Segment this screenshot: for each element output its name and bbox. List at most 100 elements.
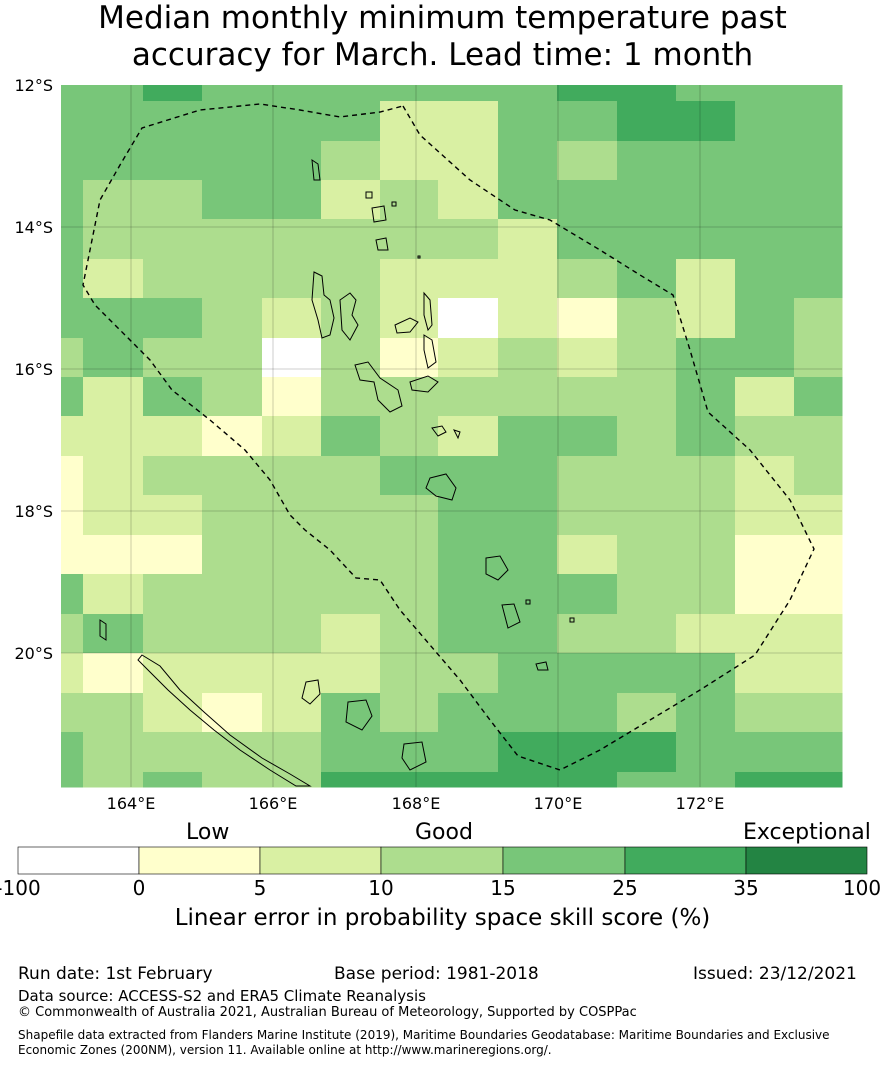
grid-cell [498, 85, 558, 102]
colorbar-segment [138, 846, 261, 875]
colorbar-category-exceptional: Exceptional [743, 820, 871, 845]
grid-cell [202, 693, 263, 733]
island-banks-2 [375, 237, 389, 251]
grid-cell [202, 614, 263, 654]
grid-cell [262, 85, 322, 102]
grid-cell [617, 772, 677, 788]
grid-cell [735, 653, 795, 694]
grid-cell [617, 693, 677, 733]
grid-cell [498, 416, 558, 457]
grid-cell [262, 772, 322, 788]
grid-cell [557, 180, 618, 220]
colorbar-tick: 5 [253, 876, 267, 900]
grid-cell [321, 535, 381, 575]
grid-cell [498, 574, 558, 615]
grid-cell [617, 219, 677, 260]
grid-cell [676, 693, 736, 733]
island-erromango [485, 555, 509, 581]
grid-cell [735, 495, 795, 536]
grid-cell [794, 141, 843, 181]
grid-cell [61, 732, 84, 773]
grid-cell [735, 85, 795, 102]
grid-cell [676, 85, 736, 102]
grid-cell [83, 535, 144, 575]
shapefile-credit-line-1: Shapefile data extracted from Flanders M… [18, 1028, 830, 1042]
grid-cell [794, 653, 843, 694]
island-small-2 [391, 201, 397, 207]
grid-cell [735, 141, 795, 181]
copyright-notice: © Commonwealth of Australia 2021, Austra… [18, 1005, 637, 1020]
colorbar-tick: 10 [368, 876, 394, 900]
island-ambae [394, 317, 419, 334]
grid-cell [617, 416, 677, 457]
colorbar-tick: 15 [490, 876, 516, 900]
grid-cell [735, 180, 795, 220]
grid-cell [262, 180, 322, 220]
issued-date: Issued: 23/12/2021 [693, 964, 857, 984]
grid-cell [794, 614, 843, 654]
grid-cell [676, 259, 736, 299]
map-title-line-1: Median monthly minimum temperature past [98, 0, 787, 36]
grid-cell [202, 574, 263, 615]
grid-cell [61, 574, 84, 615]
grid-cell [617, 180, 677, 220]
grid-cell [794, 338, 843, 378]
grid-cell [498, 377, 558, 417]
grid-cell [61, 535, 84, 575]
grid-cell [143, 338, 203, 378]
island-lifou [345, 699, 373, 731]
grid-cell [438, 456, 499, 496]
island-small-5 [525, 599, 531, 605]
island-small-3 [417, 255, 421, 259]
grid-cell [498, 693, 558, 733]
grid-cell [61, 693, 84, 733]
colorbar-segment [259, 846, 382, 875]
grid-cell [321, 772, 381, 788]
grid-cell [676, 653, 736, 694]
colorbar-segment [624, 846, 747, 875]
grid-cell [143, 298, 203, 339]
grid-cell [143, 85, 203, 102]
colorbar-tick: 25 [612, 876, 638, 900]
island-small-4 [453, 429, 461, 440]
eez-boundary [82, 103, 815, 771]
grid-cell [676, 180, 736, 220]
grid-cell [143, 772, 203, 788]
grid-cell [143, 219, 203, 260]
grid-cell [438, 298, 499, 339]
grid-cell [676, 416, 736, 457]
data-source: Data source: ACCESS-S2 and ERA5 Climate … [18, 987, 426, 1005]
grid-cell [617, 653, 677, 694]
grid-cell [143, 259, 203, 299]
grid-cell [617, 259, 677, 299]
colorbar-label: Linear error in probability space skill … [174, 905, 711, 931]
grid-cell [262, 456, 322, 496]
grid-cell [438, 732, 499, 773]
grid-cell [262, 219, 322, 260]
island-maewo [423, 291, 433, 332]
grid-cell [380, 456, 439, 496]
grid-cell [321, 219, 381, 260]
grid-cell [262, 377, 322, 417]
grid-cell [143, 614, 203, 654]
colorbar [17, 846, 868, 875]
island-malekula [354, 361, 403, 413]
grid-cell [735, 693, 795, 733]
grid-cell [61, 456, 84, 496]
island-torres [311, 158, 321, 181]
grid-cell [498, 495, 558, 536]
grid-cell [676, 614, 736, 654]
grid-cell [61, 219, 84, 260]
grid-cell [735, 456, 795, 496]
grid-cell [735, 732, 795, 773]
grid-cell [380, 535, 439, 575]
grid-cell [557, 338, 618, 378]
grid-cell [61, 180, 84, 220]
grid-cell [676, 495, 736, 536]
grid-cell [380, 101, 439, 142]
grid-cell [202, 377, 263, 417]
grid-cell [202, 85, 263, 102]
grid-cell [380, 85, 439, 102]
longitude-labels: 164°E 166°E 168°E 170°E 172°E [107, 794, 725, 813]
